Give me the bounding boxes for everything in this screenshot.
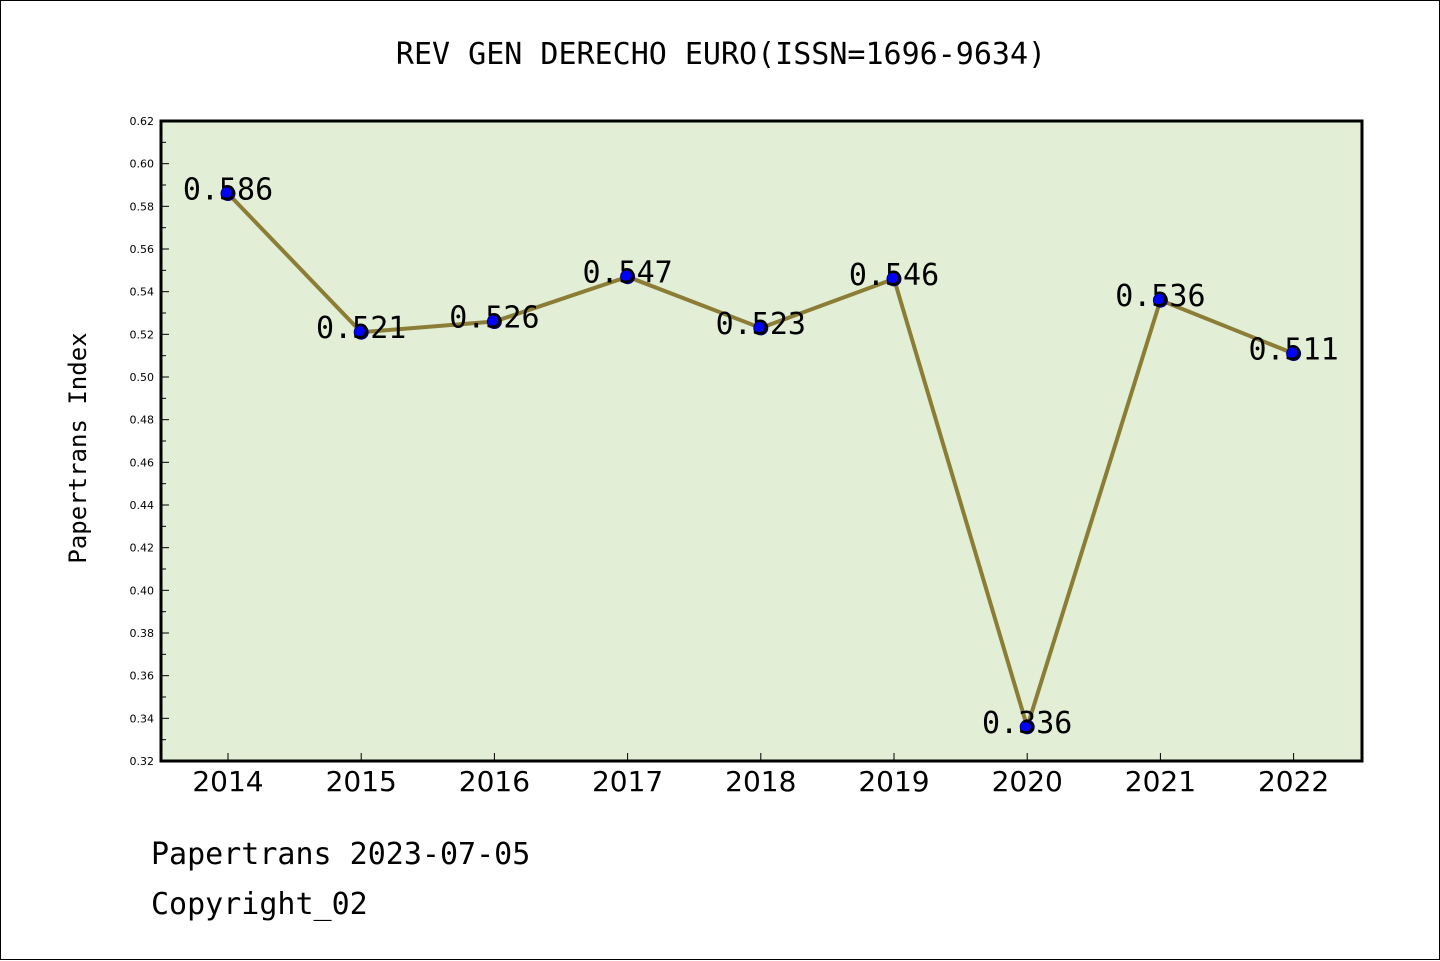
data-point xyxy=(753,320,769,336)
y-axis: 0.32 0.34 0.36 0.38 0.40 0.42 0.44 0.46 0.48 0.50… xyxy=(130,115,169,768)
y-tick-label: 0.36 xyxy=(130,670,155,683)
x-tick-label: 2014 xyxy=(192,765,263,798)
y-tick-label: 0.60 xyxy=(130,158,155,171)
y-tick-label: 0.62 xyxy=(130,115,155,128)
x-tick-label: 2018 xyxy=(725,765,796,798)
y-tick-label: 0.48 xyxy=(130,414,155,427)
series-layer xyxy=(220,186,1302,735)
x-tick-label: 2022 xyxy=(1258,765,1329,798)
y-tick-label: 0.50 xyxy=(130,371,155,384)
data-point xyxy=(353,324,369,340)
data-label: 0.546 xyxy=(849,258,939,293)
y-tick-label: 0.44 xyxy=(130,499,155,512)
x-axis: 2014 2015 2016 2017 2018 2019 2020 2021 2022 xyxy=(192,753,1329,798)
data-point xyxy=(486,314,502,330)
y-tick-label: 0.40 xyxy=(130,584,155,597)
x-tick-label: 2015 xyxy=(326,765,397,798)
data-point xyxy=(1152,292,1168,308)
data-label: 0.521 xyxy=(316,311,406,346)
data-point xyxy=(1286,346,1302,362)
footer-copyright: Copyright_02 xyxy=(151,887,368,922)
y-tick-label: 0.46 xyxy=(130,456,155,469)
data-label-layer: 0.586 0.521 0.526 0.547 0.523 0.546 0.336 0.536… xyxy=(183,173,1339,741)
data-label: 0.586 xyxy=(183,173,273,208)
y-tick-label: 0.38 xyxy=(130,627,155,640)
y-tick-label: 0.52 xyxy=(130,328,155,341)
x-tick-label: 2017 xyxy=(592,765,663,798)
data-point xyxy=(1019,719,1035,735)
y-tick-label: 0.56 xyxy=(130,243,155,256)
x-tick-label: 2016 xyxy=(459,765,530,798)
chart-title: REV GEN DERECHO EURO(ISSN=1696-9634) xyxy=(395,37,1047,72)
x-tick-label: 2021 xyxy=(1125,765,1196,798)
data-label: 0.526 xyxy=(449,301,539,336)
x-tick-label: 2020 xyxy=(992,765,1063,798)
plot-area xyxy=(159,119,1364,763)
x-tick-label: 2019 xyxy=(858,765,929,798)
data-point xyxy=(886,271,902,287)
y-tick-label: 0.54 xyxy=(130,286,155,299)
data-label: 0.336 xyxy=(982,706,1072,741)
data-point xyxy=(620,269,636,285)
data-label: 0.547 xyxy=(582,256,672,291)
footer-date: Papertrans 2023-07-05 xyxy=(151,837,531,872)
y-tick-label: 0.58 xyxy=(130,200,155,213)
y-tick-label: 0.32 xyxy=(130,755,155,768)
data-label: 0.536 xyxy=(1115,279,1205,314)
data-point xyxy=(220,186,236,202)
data-label: 0.511 xyxy=(1248,333,1338,368)
y-tick-label: 0.34 xyxy=(130,712,155,725)
data-label: 0.523 xyxy=(716,307,806,342)
y-tick-label: 0.42 xyxy=(130,542,155,555)
